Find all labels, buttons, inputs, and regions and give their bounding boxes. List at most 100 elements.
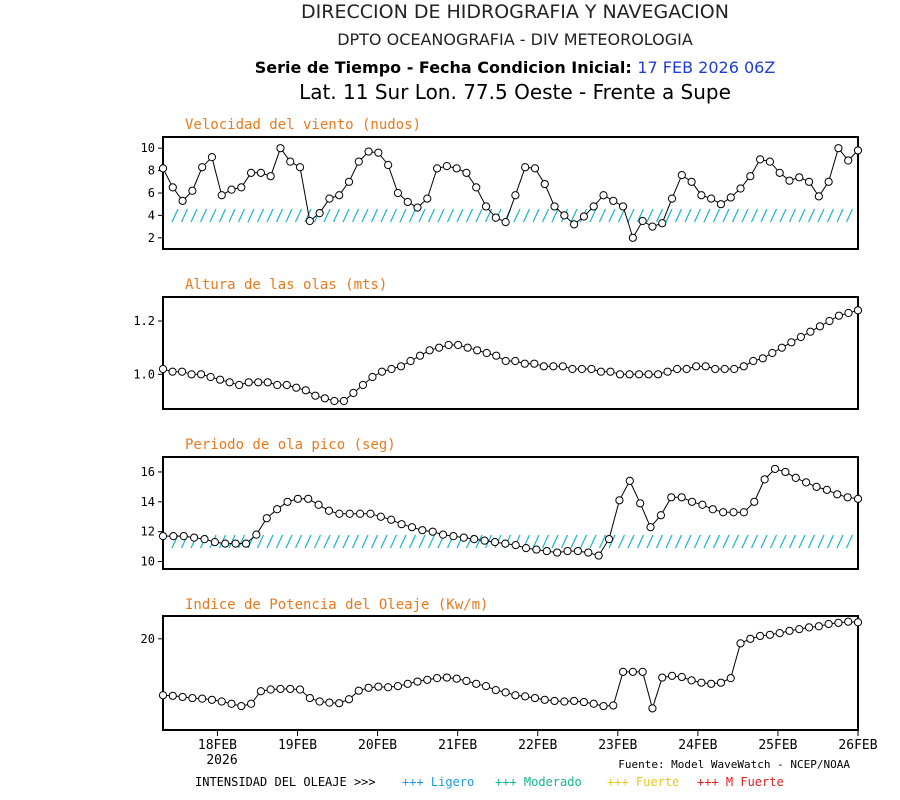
data-point [246, 699, 256, 708]
data-point [237, 701, 246, 711]
data-point [682, 364, 691, 374]
direction-arrow [693, 208, 702, 223]
data-point [158, 164, 168, 173]
data-point [760, 475, 769, 484]
data-point [206, 372, 215, 382]
direction-arrow [589, 534, 597, 549]
legend-ligero: +++ Ligero [402, 775, 474, 789]
direction-arrow [266, 534, 274, 549]
data-point [521, 163, 530, 172]
direction-arrow [408, 534, 417, 549]
direction-arrow [788, 208, 797, 223]
data-point [775, 629, 784, 638]
data-point [168, 691, 177, 700]
direction-arrow [361, 534, 369, 549]
data-point [315, 209, 324, 218]
data-point [511, 191, 520, 200]
direction-arrow [684, 534, 692, 549]
data-point [188, 693, 197, 703]
direction-arrow [285, 208, 293, 223]
data-point [749, 356, 758, 366]
direction-arrow [228, 208, 236, 223]
data-point [812, 482, 821, 491]
data-point [729, 508, 738, 517]
direction-arrow [703, 534, 711, 549]
data-point [520, 359, 529, 368]
x-tick-label: 18FEB [198, 738, 237, 753]
data-point [511, 541, 520, 550]
direction-arrow [646, 208, 654, 223]
data-point [449, 532, 458, 541]
data-point [254, 378, 263, 387]
data-point [711, 364, 720, 374]
data-point [730, 364, 739, 374]
x-tick-label: 24FEB [678, 738, 717, 753]
direction-arrow [332, 534, 341, 549]
data-point [814, 622, 823, 631]
direction-arrow [570, 208, 578, 223]
data-point [384, 683, 393, 692]
data-point [403, 197, 412, 207]
data-point [750, 497, 759, 506]
direction-arrow [399, 208, 407, 223]
y-tick-label: 10 [141, 555, 155, 569]
data-point [673, 364, 682, 374]
header-initial-condition-label: Serie de Tiempo - Fecha Condicion Inicia… [255, 58, 632, 77]
data-point [358, 380, 368, 390]
data-point [806, 327, 815, 336]
data-point [387, 515, 396, 524]
data-point [480, 536, 489, 545]
data-point [413, 203, 422, 212]
data-point [463, 343, 472, 352]
direction-arrow [712, 534, 721, 549]
data-point [609, 196, 618, 205]
data-point [407, 523, 417, 532]
direction-arrow [342, 534, 350, 549]
direction-arrow [351, 208, 360, 223]
direction-arrow [741, 208, 749, 223]
legend-moderado: +++ Moderado [495, 775, 582, 789]
direction-arrow [532, 208, 540, 223]
direction-arrow [779, 208, 787, 223]
direction-arrow [465, 208, 474, 223]
data-point [368, 372, 377, 382]
data-point [707, 679, 716, 688]
data-point [349, 388, 358, 398]
direction-arrow [579, 534, 588, 549]
direction-arrow [456, 208, 464, 223]
data-point [707, 194, 716, 203]
data-point [221, 539, 230, 548]
data-point [246, 168, 256, 177]
x-tick-label: 21FEB [438, 738, 477, 753]
data-point [550, 202, 559, 211]
direction-arrow [370, 208, 379, 223]
direction-arrow [256, 534, 265, 549]
data-point [625, 370, 634, 379]
data-point [677, 672, 686, 682]
direction-arrow [532, 534, 540, 549]
direction-arrow [256, 208, 265, 223]
data-point [459, 533, 468, 542]
data-point [179, 532, 188, 541]
direction-arrow [826, 208, 835, 223]
data-point [345, 509, 354, 518]
data-point [739, 362, 748, 371]
data-point [599, 191, 608, 200]
data-point [168, 367, 177, 376]
direction-arrow [665, 208, 673, 223]
data-point [804, 177, 814, 186]
header-location: Lat. 11 Sur Lon. 77.5 Oeste - Frente a S… [299, 80, 731, 104]
data-point [843, 493, 852, 502]
data-point [452, 674, 461, 683]
data-point [667, 671, 677, 680]
direction-arrow [190, 208, 198, 223]
data-point [283, 497, 292, 506]
data-point [687, 497, 697, 506]
direction-arrow [845, 208, 854, 223]
data-point [658, 219, 667, 228]
y-tick-label: 1.0 [133, 367, 155, 381]
direction-arrow [674, 208, 683, 223]
data-point [169, 532, 178, 541]
data-point [853, 618, 863, 627]
y-tick-label: 2 [148, 231, 155, 245]
